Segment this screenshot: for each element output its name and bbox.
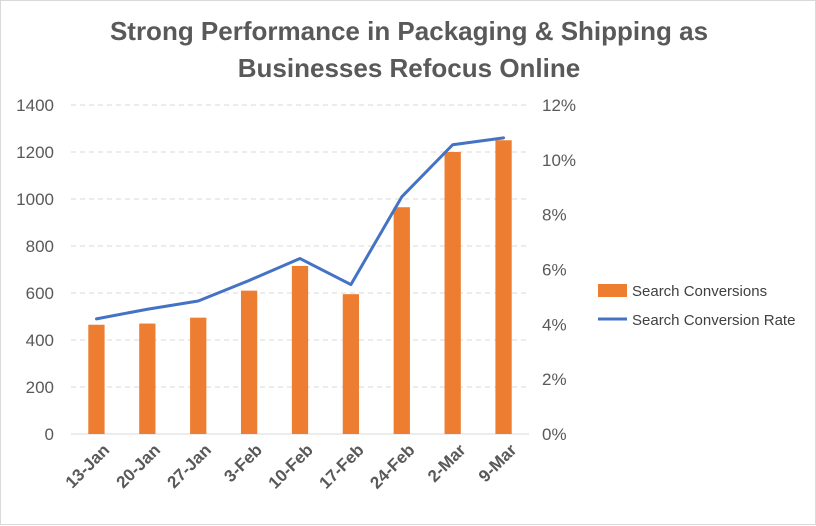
chart-title-line-2: Businesses Refocus Online [238,53,580,83]
bar-search-conversions [241,291,257,434]
left-axis-tick-label: 1000 [16,190,54,209]
right-axis-tick-label: 12% [542,96,576,115]
x-axis-tick-label: 20-Jan [113,440,165,492]
right-axis-tick-label: 2% [542,370,567,389]
left-axis-tick-label: 400 [26,331,54,350]
left-axis-tick-label: 0 [45,425,54,444]
x-axis-tick-label: 13-Jan [62,440,114,492]
chart-title: Strong Performance in Packaging & Shippi… [110,16,708,83]
legend: Search Conversions Search Conversion Rate [598,283,795,329]
x-axis-tick-label: 24-Feb [366,440,418,492]
right-axis-tick-label: 0% [542,425,567,444]
right-axis-tick-label: 4% [542,315,567,334]
left-axis-tick-label: 1200 [16,143,54,162]
bar-search-conversions [445,152,461,434]
bar-search-conversions [343,294,359,434]
left-axis-tick-label: 1400 [16,96,54,115]
legend-swatch-search-conversions [598,284,627,297]
right-axis-tick-label: 8% [542,206,567,225]
bar-search-conversions [190,318,206,434]
left-axis-tick-label: 600 [26,284,54,303]
x-axis-tick-label: 9-Mar [475,440,521,486]
x-axis-tick-label: 2-Mar [424,440,470,486]
left-axis: 0 200 400 600 800 1000 1200 1400 [16,96,54,444]
x-axis-tick-label: 10-Feb [265,440,317,492]
bar-search-conversions [292,266,308,434]
left-axis-tick-label: 200 [26,378,54,397]
x-axis-tick-label: 3-Feb [220,440,265,485]
right-axis-tick-label: 6% [542,261,567,280]
right-axis: 0% 2% 4% 6% 8% 10% 12% [542,96,576,444]
left-axis-tick-label: 800 [26,237,54,256]
bar-series [88,140,511,434]
x-axis-tick-label: 27-Jan [164,440,216,492]
legend-label-search-conversions: Search Conversions [632,283,767,300]
bar-search-conversions [88,325,104,434]
bar-search-conversions [139,324,155,434]
x-axis-tick-label: 17-Feb [316,440,368,492]
chart-title-line-1: Strong Performance in Packaging & Shippi… [110,16,708,46]
bar-search-conversions [394,207,410,434]
legend-label-search-conversion-rate: Search Conversion Rate [632,312,795,329]
right-axis-tick-label: 10% [542,151,576,170]
bar-search-conversions [495,140,511,434]
